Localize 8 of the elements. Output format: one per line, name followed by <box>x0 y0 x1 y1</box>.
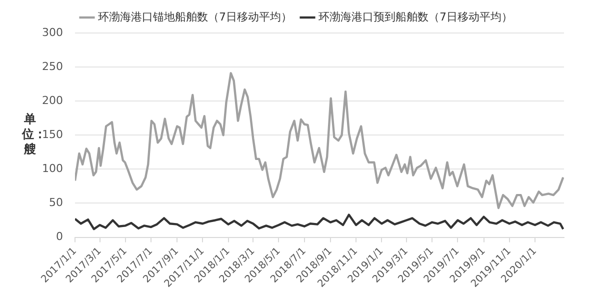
y-tick-label: 250 <box>42 60 63 73</box>
y-tick-label: 200 <box>42 94 63 107</box>
y-tick-label: 50 <box>48 196 63 210</box>
legend-label: 环渤海港口锚地船舶数（7日移动平均） <box>98 10 292 24</box>
y-tick-label: 0 <box>56 230 63 244</box>
y-tick-label: 300 <box>42 26 63 39</box>
y-tick-label: 100 <box>42 162 63 176</box>
legend-label: 环渤海港口预到船舶数（7日移动平均） <box>318 10 512 24</box>
